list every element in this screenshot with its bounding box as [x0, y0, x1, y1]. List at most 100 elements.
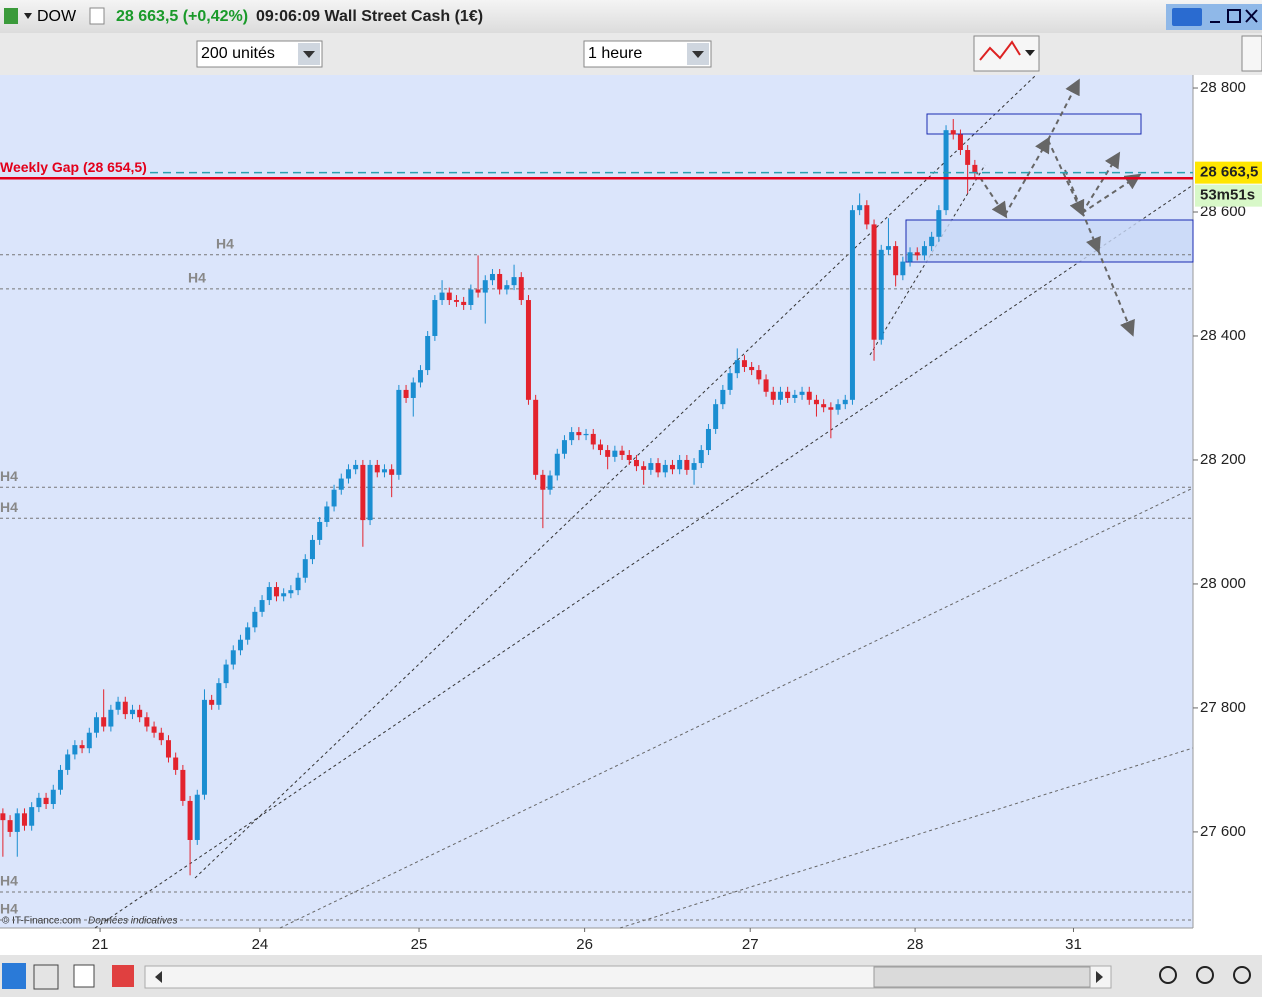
candle-body: [367, 464, 373, 521]
last-price-box: [1195, 161, 1262, 184]
close[interactable]: [1245, 9, 1258, 23]
y-tick-label: 28 200: [1200, 451, 1246, 468]
candle-body: [770, 391, 776, 400]
candle-body: [763, 379, 769, 392]
candle-body: [655, 463, 661, 473]
zoom-button[interactable]: [1159, 966, 1177, 984]
period-value[interactable]: 1 heure: [588, 45, 642, 62]
level-label: H4: [188, 270, 206, 286]
candle-body: [115, 701, 121, 710]
candle-body: [633, 459, 639, 467]
candle-body: [338, 478, 344, 490]
candle-body: [137, 709, 143, 718]
zoom-out[interactable]: [1196, 966, 1214, 984]
dropdown-arrow[interactable]: [692, 51, 704, 58]
level-label: H4: [0, 499, 18, 515]
icon[interactable]: [4, 8, 18, 24]
candle-body: [432, 300, 438, 336]
y-tick-label: 28 600: [1200, 203, 1246, 220]
level-label: H4: [0, 873, 18, 889]
candle-body: [266, 587, 272, 601]
candle-body: [849, 210, 855, 400]
time-axis: [0, 928, 1193, 955]
candle-body: [921, 246, 927, 256]
price-axis: [1193, 75, 1262, 955]
candle-body: [950, 130, 956, 135]
dropdown-arrow[interactable]: [303, 51, 315, 58]
icon[interactable]: [89, 7, 105, 25]
candle-body: [324, 506, 330, 522]
x-tick-label: 21: [92, 936, 109, 953]
candle-body: [612, 450, 618, 457]
candle-body: [360, 464, 366, 521]
dropdown-arrow[interactable]: [24, 13, 32, 19]
candle-body: [374, 464, 380, 473]
y-tick-label: 28 400: [1200, 327, 1246, 344]
scroll-thumb[interactable]: [873, 966, 1091, 988]
arrow: [1081, 151, 1121, 214]
candle-body: [547, 475, 553, 490]
candle-body: [43, 797, 49, 805]
zone: [926, 113, 1142, 135]
candle-body: [907, 252, 913, 262]
candle-body: [684, 459, 690, 470]
y-tick-label: 28 000: [1200, 575, 1246, 592]
gap-label: Weekly Gap (28 654,5): [0, 159, 147, 175]
dropdown-arrow[interactable]: [1025, 50, 1035, 56]
candle-body: [65, 754, 71, 770]
candle-body: [482, 280, 488, 293]
maximize[interactable]: [1227, 9, 1241, 23]
tool-button[interactable]: [112, 965, 134, 987]
plot-area: [0, 75, 1193, 928]
candle-body: [691, 463, 697, 470]
trend-line: [619, 747, 1194, 929]
scenario-arrows: [974, 78, 1142, 337]
candle-body: [727, 373, 733, 390]
zoom-in[interactable]: [1233, 966, 1251, 984]
candle-body: [410, 382, 416, 398]
candle-body: [785, 391, 791, 398]
candle-body: [223, 664, 229, 684]
candle-body: [151, 726, 157, 733]
y-tick-label: 27 600: [1200, 823, 1246, 840]
trend-line: [94, 184, 1194, 929]
x-tick-label: 26: [576, 936, 593, 953]
candle-body: [821, 404, 827, 408]
scroll-right[interactable]: [1096, 971, 1103, 983]
tool-button[interactable]: [2, 963, 26, 989]
candle-body: [475, 289, 481, 293]
arrow: [1047, 78, 1080, 141]
side-button[interactable]: [1241, 35, 1262, 72]
candle-body: [648, 463, 654, 470]
arrow: [1097, 249, 1135, 337]
candle-body: [353, 464, 359, 470]
trend-line: [194, 75, 1036, 879]
candle-body: [914, 252, 920, 256]
candle-body: [245, 627, 251, 640]
instrument-info: 09:06:09 Wall Street Cash (1€): [256, 8, 483, 25]
candle-body: [79, 745, 85, 749]
scrollbar[interactable]: [144, 965, 1112, 989]
zone: [905, 219, 1194, 263]
arrow: [1081, 173, 1142, 214]
candle-body: [381, 469, 387, 473]
icon: [979, 40, 1021, 61]
candle-body: [345, 469, 351, 479]
scroll-left[interactable]: [155, 971, 162, 983]
candle-body: [972, 164, 978, 173]
candle-body: [662, 464, 668, 473]
candle-body: [295, 577, 301, 591]
candle-body: [425, 335, 431, 371]
tool-button[interactable]: [33, 964, 59, 990]
symbol[interactable]: DOW: [37, 8, 77, 25]
credit: © IT-Finance.com: [2, 916, 81, 927]
units-value[interactable]: 200 unités: [201, 45, 275, 62]
quote: 28 663,5 (+0,42%): [116, 8, 248, 25]
candle-body: [734, 360, 740, 374]
keyboard-button[interactable]: [1172, 8, 1202, 26]
candle-body: [194, 794, 200, 840]
tool-button[interactable]: [73, 964, 95, 988]
candle-body: [878, 249, 884, 340]
